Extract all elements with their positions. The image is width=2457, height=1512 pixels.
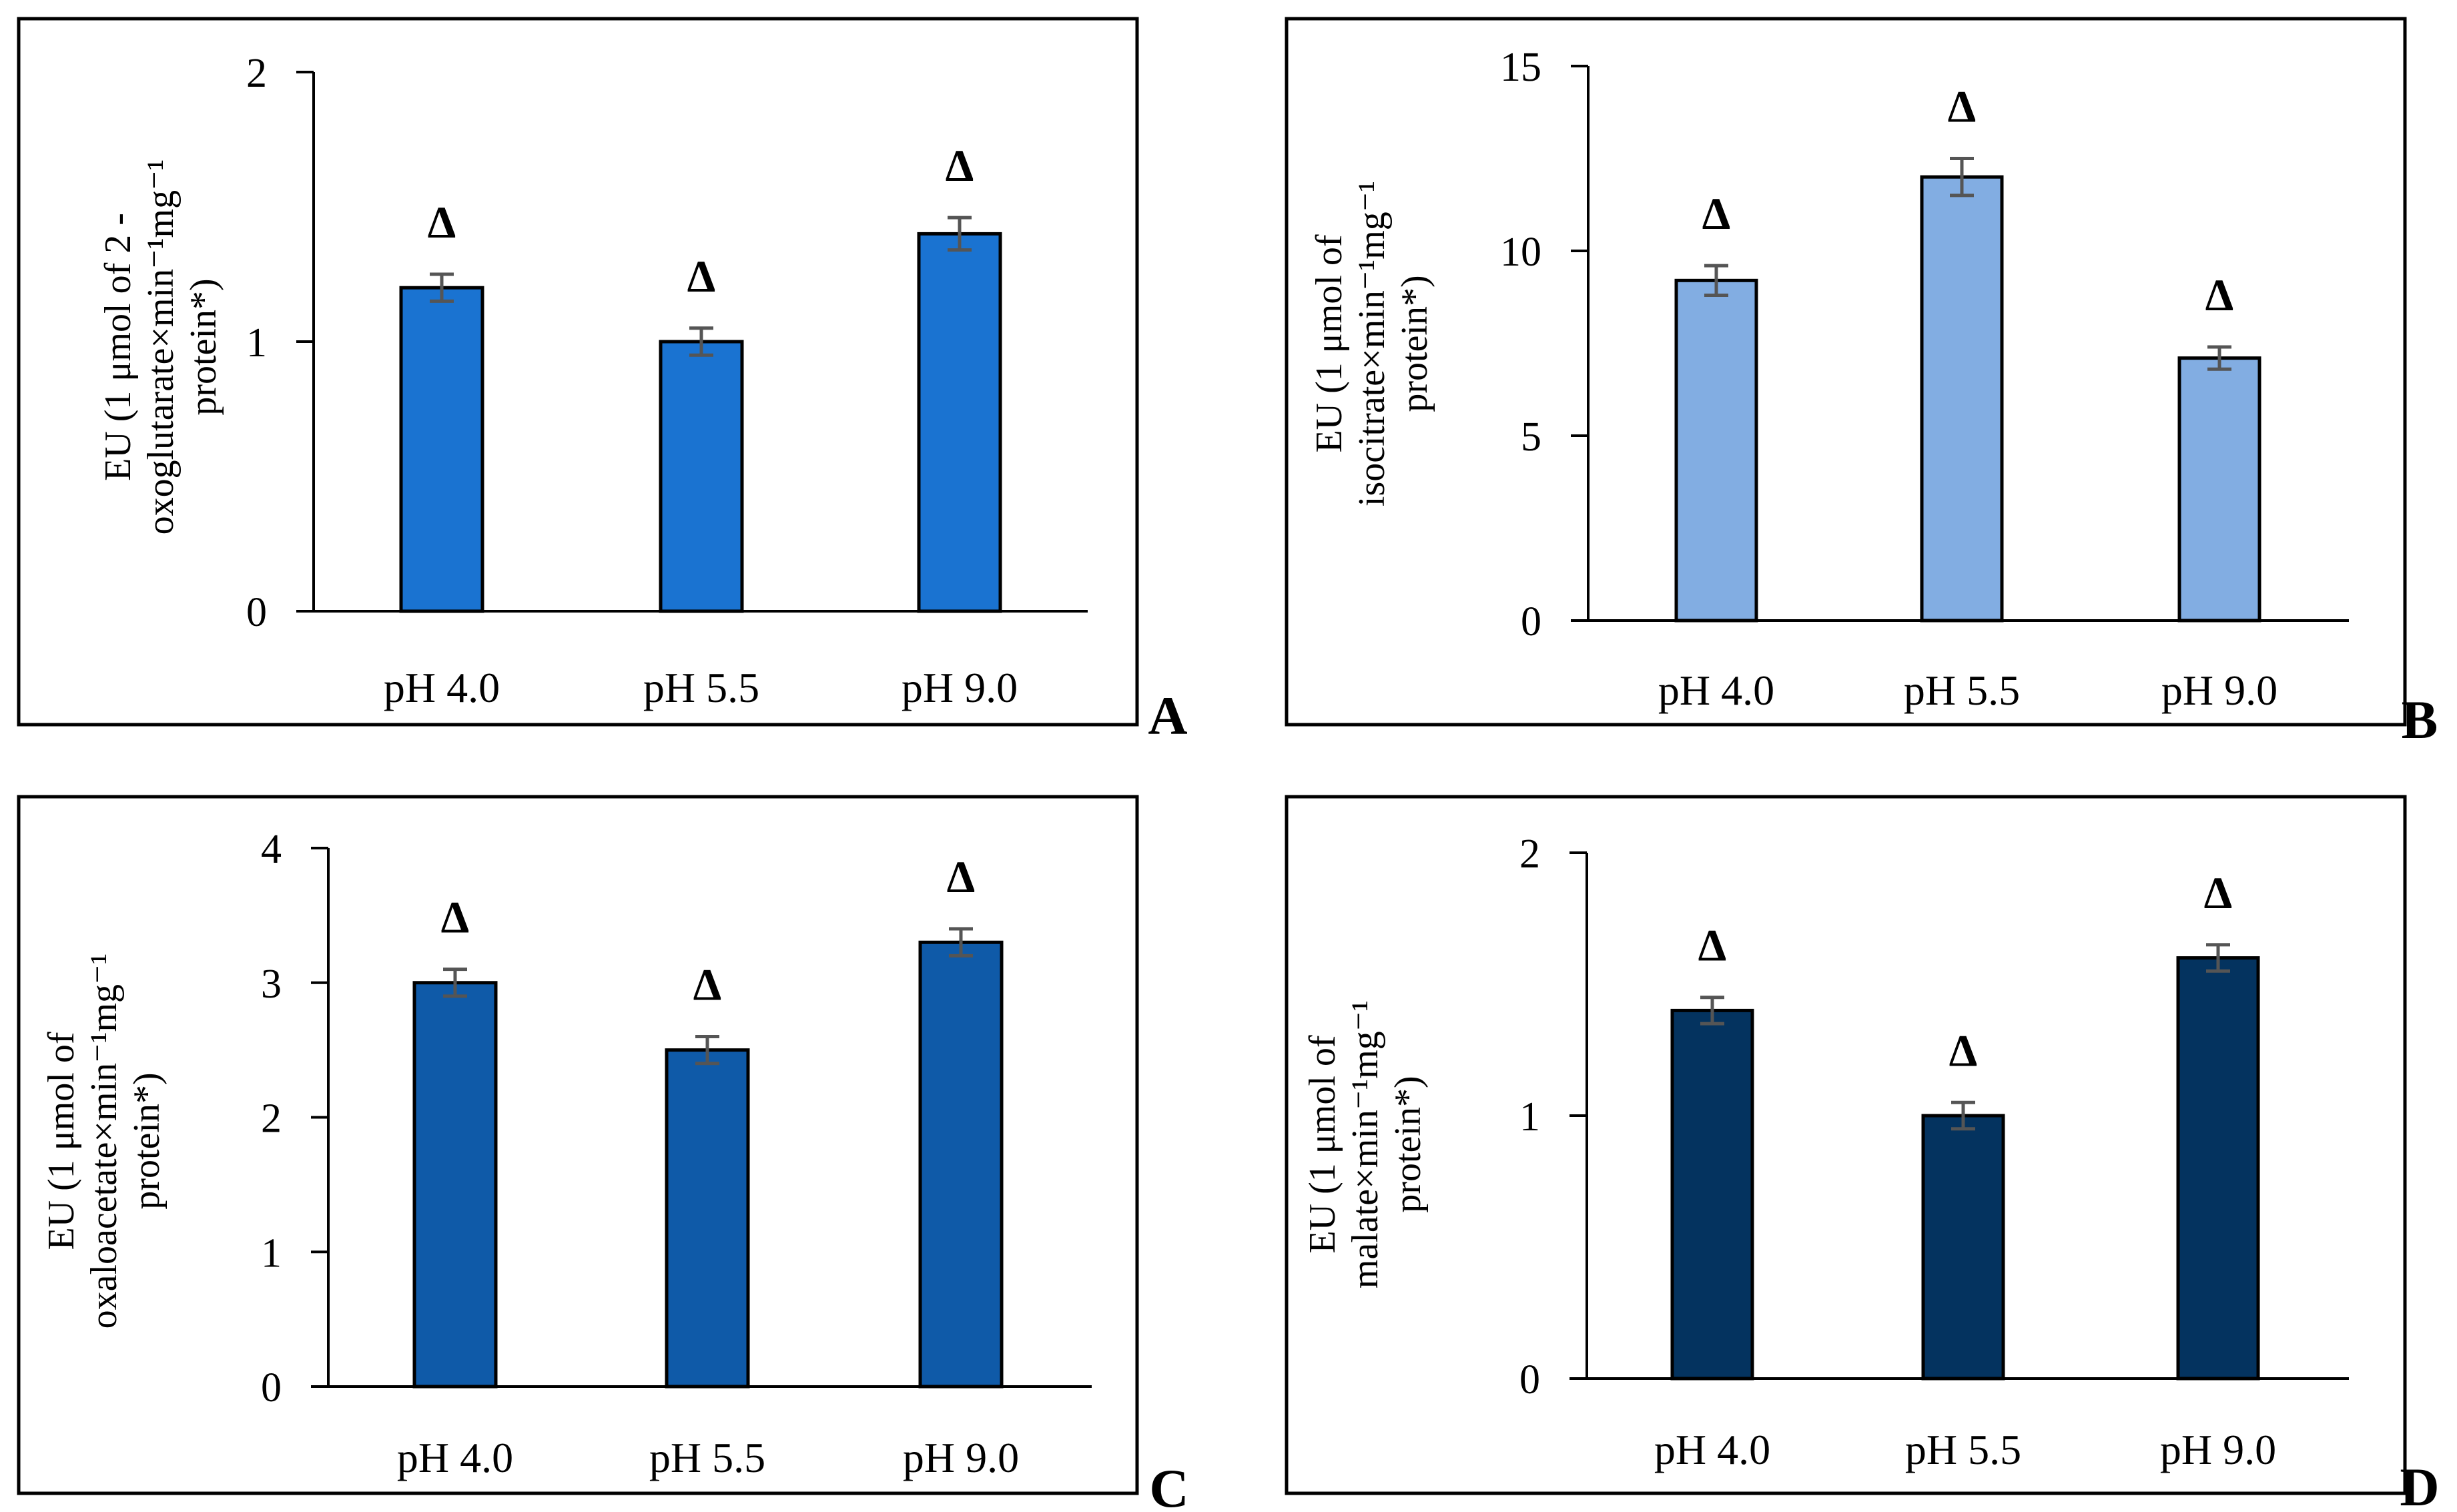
y-tick-label: 0 <box>1519 1357 1540 1403</box>
x-category-label: pH 4.0 <box>384 664 500 711</box>
bar <box>399 286 484 613</box>
panel-frame <box>17 17 1139 727</box>
y-axis-title-line: oxoglutarate×min⁻¹mg⁻¹ <box>140 159 182 535</box>
panel-label: B <box>2402 689 2438 750</box>
y-tick-label: 0 <box>1521 599 1541 645</box>
panel-label: D <box>2400 1457 2439 1512</box>
significance-marker: Δ <box>1698 920 1727 971</box>
x-category-label: pH 4.0 <box>1654 1426 1770 1473</box>
x-category-label: pH 4.0 <box>1658 667 1774 714</box>
x-category-label: pH 9.0 <box>2161 667 2277 714</box>
panel-frame <box>17 795 1139 1495</box>
significance-marker: Δ <box>947 851 976 902</box>
y-tick-label: 0 <box>246 590 267 635</box>
bar <box>917 232 1002 613</box>
x-category-label: pH 5.5 <box>1905 1426 2021 1473</box>
panel-c: 0 1 2 3 4 ΔpH 4.0 ΔpH 5.5 ΔpH 9.0 EU (1 μmol of o… <box>17 795 1189 1512</box>
significance-marker: Δ <box>1949 1025 1978 1076</box>
significance-marker: Δ <box>428 197 456 248</box>
panel-frame <box>1285 17 2407 727</box>
x-category-label: pH 4.0 <box>397 1434 513 1481</box>
x-category-label: pH 5.5 <box>1904 667 2020 714</box>
y-axis-title-line: EU (1 μmol of <box>41 1032 82 1250</box>
y-tick-label: 5 <box>1521 414 1541 460</box>
panel-label: C <box>1149 1458 1188 1512</box>
significance-marker: Δ <box>1948 81 1977 132</box>
bar <box>918 940 1004 1389</box>
y-axis-title-line: oxaloacetate×min⁻¹mg⁻¹ <box>83 954 125 1329</box>
y-axis-title-line: isocitrate×min⁻¹mg⁻¹ <box>1351 181 1393 506</box>
x-category-label: pH 5.5 <box>643 664 759 711</box>
significance-marker: Δ <box>687 251 716 302</box>
y-axis-title-line: EU (1 μmol of 2 - <box>97 213 139 481</box>
y-axis-title-line: EU (1 μmol of <box>1309 234 1350 452</box>
y-axis-title: EU (1 μmol of oxaloacetate×min⁻¹mg⁻¹ prote… <box>41 954 167 1329</box>
significance-marker: Δ <box>2204 867 2233 918</box>
y-tick-label: 2 <box>261 1096 282 1142</box>
significance-marker: Δ <box>441 892 470 943</box>
y-axis-title-line: malate×min⁻¹mg⁻¹ <box>1345 1000 1386 1288</box>
significance-marker: Δ <box>946 140 974 191</box>
y-tick-label: 10 <box>1500 230 1541 275</box>
panel-a: 0 1 2 ΔpH 4.0 ΔpH 5.5 ΔpH 9.0 EU (1 μmol of 2 … <box>17 17 1188 746</box>
y-axis-title-line: protein*) <box>183 278 224 415</box>
panel-b: 0 5 10 15 ΔpH 4.0 ΔpH 5.5 ΔpH 9.0 EU (1 μmol of… <box>1285 17 2438 750</box>
bar <box>1674 278 1758 623</box>
bar <box>659 340 744 613</box>
bar <box>1921 1114 2005 1381</box>
bar <box>665 1048 750 1389</box>
y-tick-label: 2 <box>1519 831 1540 877</box>
y-tick-label: 4 <box>261 827 282 872</box>
y-tick-label: 3 <box>261 962 282 1007</box>
y-axis-title: EU (1 μmol of 2 - oxoglutarate×min⁻¹mg⁻¹ p… <box>97 159 224 535</box>
significance-marker: Δ <box>693 959 722 1010</box>
x-category-label: pH 9.0 <box>902 664 1018 711</box>
y-axis-title-line: protein*) <box>1387 1076 1429 1212</box>
panel-d: 0 1 2 ΔpH 4.0 ΔpH 5.5 ΔpH 9.0 EU (1 μmol of mal… <box>1285 795 2440 1512</box>
y-tick-label: 1 <box>1519 1094 1540 1140</box>
x-category-label: pH 9.0 <box>2160 1426 2276 1473</box>
significance-marker: Δ <box>1702 188 1731 239</box>
y-axis-title: EU (1 μmol of malate×min⁻¹mg⁻¹ protein*) <box>1302 1000 1429 1288</box>
panel-label: A <box>1148 685 1187 746</box>
y-tick-label: 1 <box>246 320 267 366</box>
bar <box>2176 956 2260 1381</box>
y-tick-label: 15 <box>1500 45 1541 90</box>
bar <box>2177 356 2261 623</box>
y-axis-title: EU (1 μmol of isocitrate×min⁻¹mg⁻¹ protein… <box>1309 181 1435 506</box>
x-category-label: pH 5.5 <box>649 1434 765 1481</box>
y-tick-label: 1 <box>261 1230 282 1276</box>
bar <box>412 981 498 1389</box>
x-category-label: pH 9.0 <box>903 1434 1019 1481</box>
y-axis-title-line: protein*) <box>1394 275 1435 412</box>
y-tick-label: 0 <box>261 1365 282 1411</box>
bar <box>1670 1008 1754 1381</box>
significance-marker: Δ <box>2205 270 2234 320</box>
y-axis-title-line: protein*) <box>126 1072 167 1209</box>
panel-frame <box>1285 795 2407 1495</box>
bar <box>1920 175 2004 623</box>
y-axis-title-line: EU (1 μmol of <box>1302 1035 1343 1253</box>
y-tick-label: 2 <box>246 51 267 96</box>
